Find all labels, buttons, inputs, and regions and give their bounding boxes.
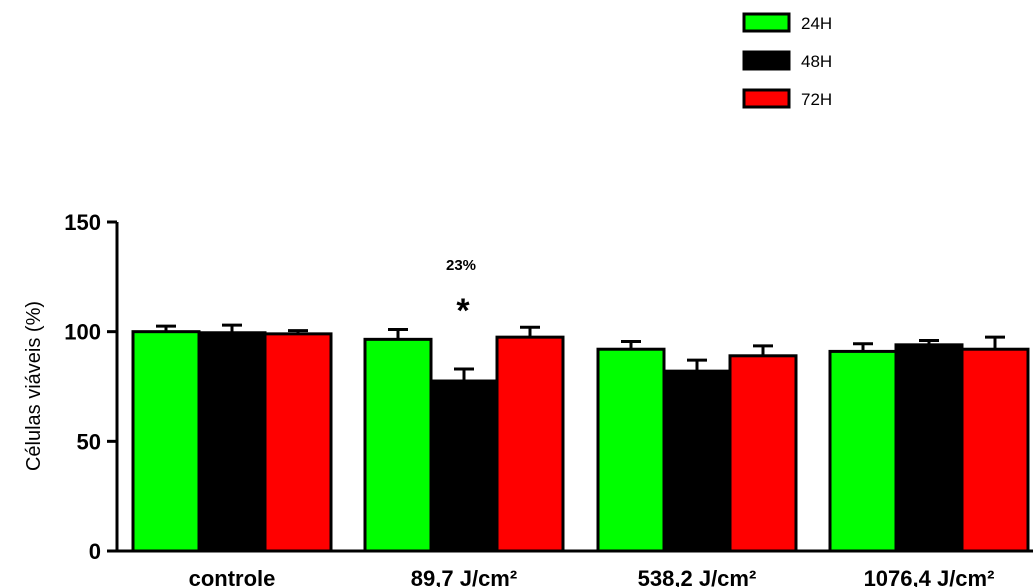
bar-0-2: [263, 332, 333, 553]
legend-label-2: 72H: [801, 90, 832, 109]
bar-3-0: [828, 349, 898, 553]
y-tick-label: 100: [64, 320, 101, 345]
y-tick-label: 0: [89, 539, 101, 564]
bar-1-0: [363, 337, 433, 553]
significance-asterisk: *: [456, 292, 470, 330]
bar-0-0: [131, 330, 201, 553]
y-axis-label: Células viáveis (%): [23, 301, 45, 471]
legend-swatch-0: [742, 12, 791, 33]
legend-swatch-1: [742, 50, 791, 71]
bars: [131, 330, 1030, 553]
bar-3-2: [960, 347, 1030, 553]
bar-2-2: [728, 354, 798, 553]
y-tick-label: 50: [77, 429, 101, 454]
bar-2-1: [662, 369, 732, 553]
bar-2-0: [596, 347, 666, 553]
annotation-percent: 23%: [446, 257, 476, 274]
category-label: 89,7 J/cm²: [411, 566, 517, 587]
labels: controle 89,7 J/cm² 538,2 J/cm² 1076,4 J/cm…: [23, 210, 994, 587]
annotations: 23% *: [446, 257, 476, 330]
bar-1-1: [429, 379, 499, 553]
legend: 24H 48H 72H: [742, 12, 832, 109]
axes: [107, 220, 1033, 553]
category-label: controle: [189, 566, 276, 587]
y-tick-label: 150: [64, 210, 101, 235]
category-label: 538,2 J/cm²: [638, 566, 757, 587]
category-label: 1076,4 J/cm²: [864, 566, 995, 587]
legend-swatch-2: [742, 88, 791, 109]
legend-label-0: 24H: [801, 14, 832, 33]
legend-label-1: 48H: [801, 52, 832, 71]
error-bars: [156, 323, 1005, 382]
bar-0-1: [197, 331, 267, 553]
bar-1-2: [495, 335, 565, 553]
bar-3-1: [894, 343, 964, 553]
